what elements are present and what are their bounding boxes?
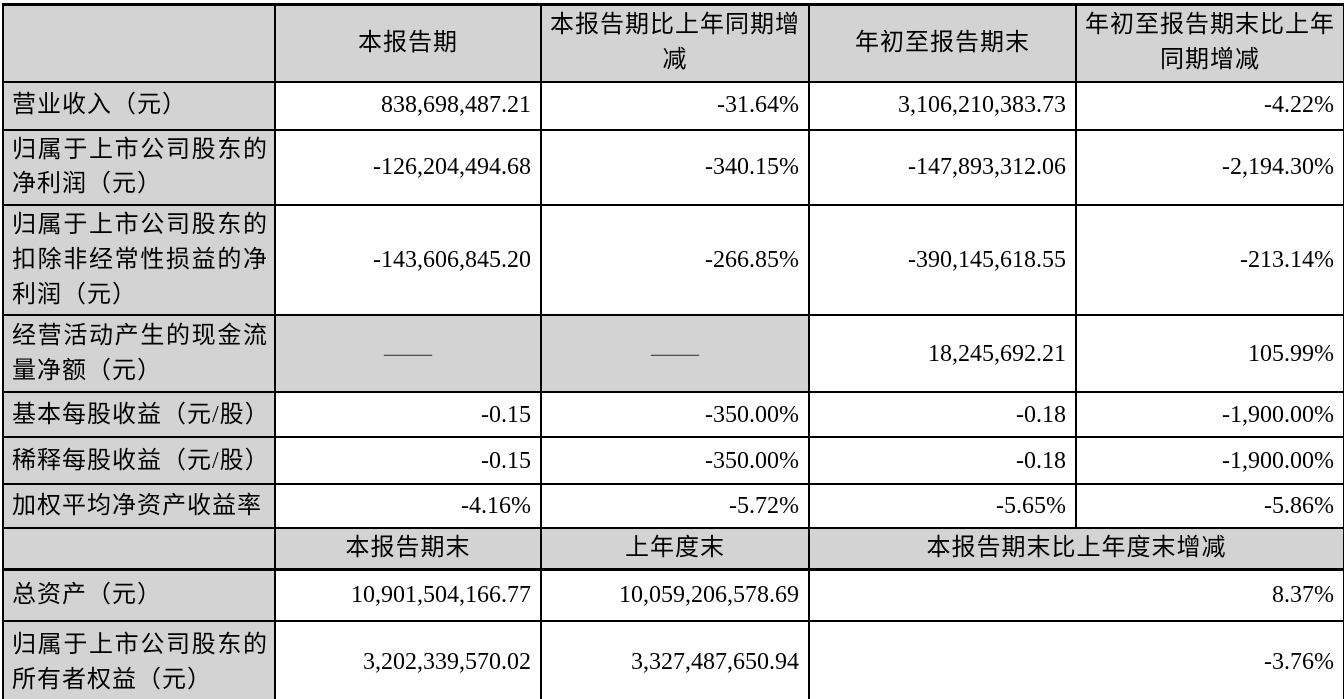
value-cell: -5.72%: [540, 483, 810, 530]
value-cell: -390,145,618.55: [808, 204, 1077, 317]
value-cell: 838,698,487.21: [274, 80, 542, 131]
value-cell: 10,901,504,166.77: [274, 568, 542, 622]
value-cell: -4.22%: [1075, 80, 1344, 131]
value-cell: -4.16%: [274, 483, 542, 530]
value-cell: -340.15%: [540, 128, 810, 207]
row-label-weighted-avg-roe: 加权平均净资产收益率: [2, 483, 276, 530]
header-prior-year-end: 上年度末: [540, 527, 810, 572]
header-current-period: 本报告期: [274, 3, 542, 83]
value-cell: -0.15: [274, 391, 542, 439]
value-cell: -5.65%: [808, 483, 1077, 530]
value-cell: -1,900.00%: [1075, 436, 1344, 486]
row-label-revenue: 营业收入（元）: [2, 80, 276, 131]
header-ytd: 年初至报告期末: [808, 3, 1077, 83]
row-label-diluted-eps: 稀释每股收益（元/股）: [2, 436, 276, 486]
row-label-owners-equity: 归属于上市公司股东的所有者权益（元）: [2, 619, 276, 699]
header-period-end: 本报告期末: [274, 527, 542, 572]
corner-cell-2: [2, 527, 276, 572]
header-period-end-vs-prior: 本报告期末比上年度末增减: [808, 527, 1344, 572]
value-cell: -350.00%: [540, 436, 810, 486]
value-cell: 18,245,692.21: [808, 314, 1077, 394]
value-cell-merged: -3.76%: [808, 619, 1344, 699]
row-label-net-profit-excl-nonrecurring: 归属于上市公司股东的扣除非经常性损益的净利润（元）: [2, 204, 276, 317]
table-row-operating-cash-flow: 经营活动产生的现金流量净额（元） —— —— 18,245,692.21 105…: [2, 314, 1344, 394]
value-cell: -0.18: [808, 391, 1077, 439]
value-cell-merged: 8.37%: [808, 568, 1344, 622]
value-cell: 3,327,487,650.94: [540, 619, 810, 699]
value-cell: -0.18: [808, 436, 1077, 486]
table-row-net-profit-excl-nonrecurring: 归属于上市公司股东的扣除非经常性损益的净利润（元） -143,606,845.2…: [2, 204, 1344, 317]
value-cell: -147,893,312.06: [808, 128, 1077, 207]
value-cell: 3,106,210,383.73: [808, 80, 1077, 131]
row-label-basic-eps: 基本每股收益（元/股）: [2, 391, 276, 439]
table-row-basic-eps: 基本每股收益（元/股） -0.15 -350.00% -0.18 -1,900.…: [2, 391, 1344, 439]
section1-header-row: 本报告期 本报告期比上年同期增减 年初至报告期末 年初至报告期末比上年同期增减: [2, 3, 1344, 83]
table-row-diluted-eps: 稀释每股收益（元/股） -0.15 -350.00% -0.18 -1,900.…: [2, 436, 1344, 486]
value-cell: 105.99%: [1075, 314, 1344, 394]
row-label-net-profit: 归属于上市公司股东的净利润（元）: [2, 128, 276, 207]
row-label-operating-cash-flow: 经营活动产生的现金流量净额（元）: [2, 314, 276, 394]
row-label-total-assets: 总资产（元）: [2, 568, 276, 622]
empty-dash-cell: ——: [274, 314, 542, 394]
value-cell: -31.64%: [540, 80, 810, 131]
header-ytd-yoy: 年初至报告期末比上年同期增减: [1075, 3, 1344, 83]
value-cell: -126,204,494.68: [274, 128, 542, 207]
table-row-weighted-avg-roe: 加权平均净资产收益率 -4.16% -5.72% -5.65% -5.86%: [2, 483, 1344, 530]
value-cell: -1,900.00%: [1075, 391, 1344, 439]
table-row-revenue: 营业收入（元） 838,698,487.21 -31.64% 3,106,210…: [2, 80, 1344, 131]
value-cell: -266.85%: [540, 204, 810, 317]
value-cell: -5.86%: [1075, 483, 1344, 530]
value-cell: 3,202,339,570.02: [274, 619, 542, 699]
table-row-net-profit: 归属于上市公司股东的净利润（元） -126,204,494.68 -340.15…: [2, 128, 1344, 207]
section2-header-row: 本报告期末 上年度末 本报告期末比上年度末增减: [2, 527, 1344, 572]
empty-dash-cell: ——: [540, 314, 810, 394]
value-cell: -213.14%: [1075, 204, 1344, 317]
value-cell: 10,059,206,578.69: [540, 568, 810, 622]
value-cell: -2,194.30%: [1075, 128, 1344, 207]
value-cell: -143,606,845.20: [274, 204, 542, 317]
corner-cell: [2, 3, 276, 83]
header-current-period-yoy: 本报告期比上年同期增减: [540, 3, 810, 83]
table-row-owners-equity: 归属于上市公司股东的所有者权益（元） 3,202,339,570.02 3,32…: [2, 619, 1344, 699]
table-row-total-assets: 总资产（元） 10,901,504,166.77 10,059,206,578.…: [2, 568, 1344, 622]
value-cell: -350.00%: [540, 391, 810, 439]
value-cell: -0.15: [274, 436, 542, 486]
financial-summary-table: 本报告期 本报告期比上年同期增减 年初至报告期末 年初至报告期末比上年同期增减 …: [2, 3, 1344, 699]
